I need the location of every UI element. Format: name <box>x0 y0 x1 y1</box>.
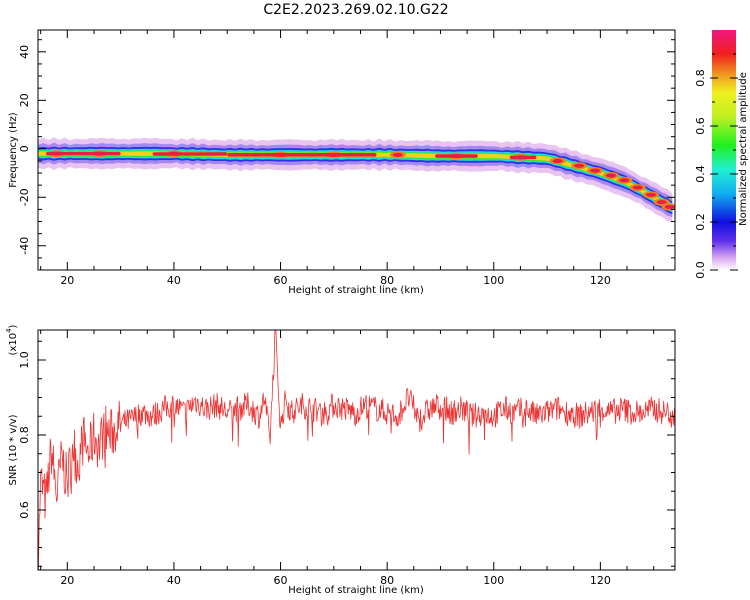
snr-series <box>38 330 675 570</box>
colorbar: 0.0 0.2 0.4 0.6 0.8 <box>694 30 738 279</box>
colorbar-tick-label: 0.6 <box>694 117 707 135</box>
spectrum-peak <box>606 173 617 178</box>
spectrogram-body <box>38 137 675 223</box>
y-tick-label: 0.8 <box>18 426 31 444</box>
x-tick-label: 80 <box>380 274 394 287</box>
snr-line <box>38 330 675 570</box>
spectrogram-xlabel: Height of straight line (km) <box>288 285 424 296</box>
x-tick-label: 40 <box>167 574 181 587</box>
colorbar-gradient <box>712 30 736 270</box>
spectrum-peak <box>664 204 675 209</box>
y-tick-label: 0.6 <box>18 501 31 519</box>
colorbar-tick-label: 0.0 <box>694 261 707 279</box>
x-tick-label: 100 <box>483 274 504 287</box>
spectrum-peak <box>574 163 585 168</box>
spectrogram-ylabel: Frequency (Hz) <box>8 112 19 188</box>
x-tick-label: 120 <box>590 274 611 287</box>
y-tick-label: 1.0 <box>18 351 31 369</box>
spectrum-ridge-segment <box>509 155 537 160</box>
x-tick-label: 40 <box>167 274 181 287</box>
snr-xlabel: Height of straight line (km) <box>288 585 424 596</box>
chart-title: C2E2.2023.269.02.10.G22 <box>263 2 448 18</box>
plot-frame <box>37 29 676 271</box>
colorbar-tick-label: 0.8 <box>694 69 707 87</box>
colorbar-label: Normalized spectral amplitude <box>738 72 749 226</box>
spectrum-peak <box>590 168 601 173</box>
spectrum-peak <box>656 200 667 205</box>
snr-scale-suffix: ) <box>8 324 19 328</box>
plot-frame <box>37 329 676 571</box>
colorbar-tick-label: 0.4 <box>694 165 707 183</box>
x-tick-label: 120 <box>590 574 611 587</box>
spectrum-peak <box>619 178 630 183</box>
spectrum-peak <box>632 185 643 190</box>
y-tick-label: 20 <box>18 93 31 107</box>
y-tick-label: 40 <box>18 45 31 59</box>
y-tick-label: -40 <box>18 237 31 255</box>
snr-panel: 20 40 60 80 100 120 0.6 0.8 1.0 <box>18 329 676 587</box>
spectrum-peak <box>552 158 563 163</box>
spectrum-ridge-segment <box>45 151 121 156</box>
spectrum-ridge-segment <box>435 154 478 158</box>
colorbar-tick-label: 0.2 <box>694 213 707 231</box>
snr-ylabel: SNR (10 * v/v) <box>8 414 19 485</box>
spectrogram-xlabel-wrap: Height of straight line (km) <box>288 285 424 296</box>
svg-text:(x104): (x104) <box>5 324 19 355</box>
spectrum-ridge-segment <box>227 153 377 157</box>
spectrum-peak <box>392 152 403 157</box>
x-tick-label: 60 <box>274 274 288 287</box>
x-tick-label: 80 <box>380 574 394 587</box>
x-tick-label: 100 <box>483 574 504 587</box>
x-tick-label: 20 <box>60 574 74 587</box>
x-tick-label: 20 <box>60 274 74 287</box>
spectrum-ridge-segment <box>152 152 228 156</box>
y-tick-label: -20 <box>18 188 31 206</box>
snr-scale-prefix: (x10 <box>8 333 19 356</box>
spectrum-peak <box>646 192 657 197</box>
y-tick-label: 0 <box>18 145 31 152</box>
snr-scale-exponent: 4 <box>5 328 13 333</box>
spectrogram-panel: 20 40 60 80 100 120 -40 -20 0 20 40 <box>18 29 676 287</box>
snr-scale-label: (x104) <box>5 324 19 355</box>
x-tick-label: 60 <box>274 574 288 587</box>
